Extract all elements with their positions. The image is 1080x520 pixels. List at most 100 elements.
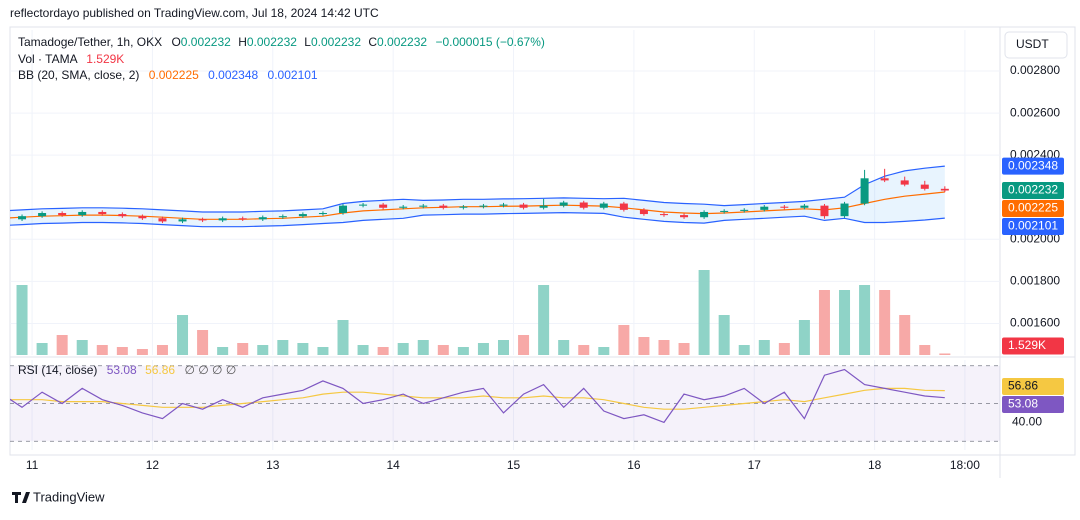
price-badge — [1002, 182, 1064, 200]
volume-bar — [197, 330, 209, 355]
rsi-ma-line — [10, 387, 945, 410]
price-label: 0.002348 — [1008, 158, 1058, 172]
candle-body — [659, 214, 668, 216]
bb-upper-line — [10, 165, 945, 213]
volume-bar — [317, 347, 329, 355]
volume-bar — [16, 285, 28, 355]
volume-bar — [518, 335, 530, 355]
price-label: 0.002225 — [1008, 201, 1058, 215]
candle-body — [619, 203, 628, 210]
price-label: 0.002232 — [1008, 183, 1058, 197]
volume-bar — [397, 343, 409, 355]
x-tick-label: 17 — [748, 458, 762, 472]
candle-body — [379, 204, 388, 208]
candle-body — [399, 206, 408, 208]
price-label: 0.002101 — [1008, 219, 1058, 233]
bb-legend: BB (20, SMA, close, 2) 0.002225 0.002348… — [18, 68, 318, 82]
ohlc-key: L — [304, 35, 311, 49]
volume-bar — [618, 325, 630, 355]
rsi-label: 53.08 — [1008, 397, 1038, 411]
candle-body — [840, 203, 849, 217]
y-tick-label: 0.001800 — [1010, 274, 1060, 288]
rsi-name: RSI (14, close) — [18, 363, 97, 377]
volume-bar — [899, 315, 911, 355]
candle-body — [579, 202, 588, 208]
candle-body — [479, 205, 488, 207]
candle-body — [639, 209, 648, 215]
volume-bar — [257, 345, 269, 355]
brand: TradingView — [33, 489, 105, 504]
volume-bar — [798, 320, 810, 355]
candle-body — [680, 215, 689, 218]
candle-body — [860, 178, 869, 204]
volume-bar — [778, 343, 790, 355]
volume-bar — [337, 320, 349, 355]
candle-body — [178, 219, 187, 222]
volume-bar — [156, 345, 168, 355]
currency-button[interactable] — [1004, 31, 1068, 59]
candle-body — [238, 218, 247, 220]
y-tick-label: 0.002800 — [1010, 63, 1060, 77]
ohlc-key: C — [368, 35, 377, 49]
volume-bar — [217, 347, 229, 355]
candle-body — [198, 219, 207, 221]
candle-body — [118, 214, 127, 217]
volume-bar — [297, 343, 309, 355]
candle-body — [258, 217, 267, 220]
candle-body — [800, 205, 809, 208]
candle-body — [218, 218, 227, 221]
candle-body — [78, 211, 87, 216]
candle-body — [559, 202, 568, 206]
candle-body — [780, 206, 789, 208]
candle-body — [359, 204, 368, 206]
volume-bar — [678, 343, 690, 355]
rsi-ma-value: 56.86 — [145, 363, 175, 377]
volume-bar — [879, 290, 891, 355]
volume-bar — [578, 345, 590, 355]
volume-bar — [698, 270, 710, 355]
volume-bar — [477, 343, 489, 355]
candle-body — [459, 206, 468, 208]
candle-body — [419, 205, 428, 207]
volume-bar — [658, 340, 670, 355]
volume-label: 1.529K — [1008, 338, 1046, 352]
price-badge — [1002, 218, 1064, 236]
candle-body — [720, 210, 729, 212]
volume-bar — [377, 347, 389, 355]
currency: USDT — [1016, 37, 1049, 51]
bb-upper-value: 0.002348 — [208, 68, 258, 82]
ohlc-value: 0.002232 — [311, 35, 361, 49]
rsi-badge — [1002, 378, 1064, 396]
bb-lower-value: 0.002101 — [268, 68, 318, 82]
candle-body — [58, 213, 67, 216]
x-tick-label: 11 — [26, 458, 39, 472]
symbol: Tamadoge/Tether, 1h, OKX — [18, 35, 162, 49]
candle-body — [900, 180, 909, 185]
volume-bar — [718, 315, 730, 355]
price-badge — [1002, 157, 1064, 175]
candle-body — [0, 217, 6, 219]
rsi-tick-label: 40.00 — [1012, 415, 1042, 429]
bb-mid-value: 0.002225 — [149, 68, 199, 82]
candle-body — [599, 203, 608, 208]
rsi-pane — [10, 360, 1000, 450]
y-tick-label: 0.001600 — [1010, 316, 1060, 330]
volume-bar — [839, 290, 851, 355]
candle-body — [158, 218, 167, 222]
candle-body — [138, 216, 147, 219]
x-tick-label: 18 — [868, 458, 882, 472]
published-note: reflectordayo published on TradingView.c… — [10, 6, 379, 20]
brand-logo — [12, 492, 30, 503]
x-tick-label: 14 — [386, 458, 400, 472]
change: −0.000015 (−0.67%) — [435, 35, 544, 49]
candle-body — [700, 211, 709, 218]
volume-bar — [96, 345, 108, 355]
volume-bar — [56, 335, 68, 355]
volume-bar — [116, 347, 128, 355]
volume-bar — [638, 337, 650, 355]
rsi-label: 56.86 — [1008, 379, 1038, 393]
candle-body — [940, 188, 949, 191]
volume-name: Vol · TAMA — [18, 52, 78, 66]
candle-body — [880, 178, 889, 181]
volume-bar — [457, 347, 469, 355]
